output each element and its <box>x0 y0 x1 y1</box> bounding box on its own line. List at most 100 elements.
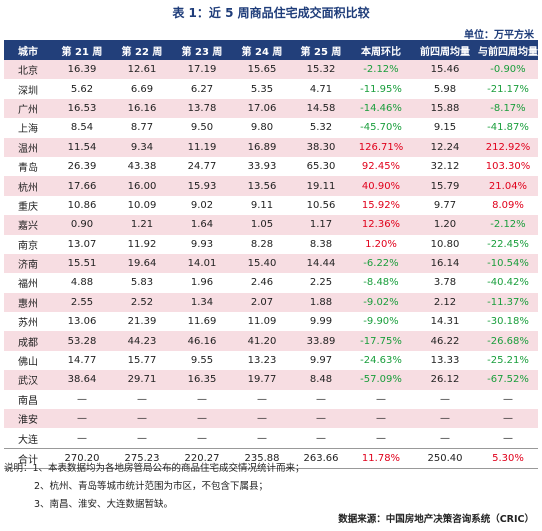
table-cell: -57.09% <box>350 370 412 390</box>
table-cell: 10.56 <box>292 195 350 216</box>
table-cell: 1.17 <box>292 215 350 235</box>
table-cell: 9.34 <box>112 137 172 157</box>
table-cell: 4.88 <box>52 273 112 293</box>
col-header-week23: 第 23 周 <box>172 40 232 60</box>
table-cell: 33.89 <box>292 331 350 351</box>
table-cell: — <box>478 389 538 410</box>
table-cell: 15.32 <box>292 60 350 80</box>
table-cell: — <box>172 389 232 410</box>
table-row: 青岛 26.39 43.38 24.77 33.93 65.30 92.45% 32.12 10… <box>4 156 538 177</box>
table-cell: — <box>292 409 350 429</box>
table-row: 上海 8.54 8.77 9.50 9.80 5.32 -45.70% 9.15 -41.87% <box>4 118 538 138</box>
table-cell: — <box>478 409 538 429</box>
col-header-wow: 本周环比 <box>350 40 412 60</box>
table-cell: -45.70% <box>350 118 412 138</box>
col-header-week22: 第 22 周 <box>112 40 172 60</box>
table-cell: 9.55 <box>172 350 232 371</box>
table-cell: 16.35 <box>172 370 232 390</box>
table-cell: 15.79 <box>412 176 478 196</box>
table-cell: 9.99 <box>292 312 350 332</box>
table-cell: 8.38 <box>292 234 350 254</box>
col-header-week24: 第 24 周 <box>232 40 292 60</box>
city-cell: 重庆 <box>4 195 52 216</box>
city-cell: 济南 <box>4 253 52 274</box>
table-cell: 15.93 <box>172 176 232 196</box>
table-cell: -17.75% <box>350 331 412 351</box>
table-cell: — <box>112 409 172 429</box>
table-cell: -30.18% <box>478 312 538 332</box>
table-cell: 270.20 <box>52 447 112 470</box>
table-cell: 263.66 <box>292 447 350 470</box>
city-cell: 青岛 <box>4 156 52 177</box>
table-cell: 1.21 <box>112 215 172 235</box>
table-cell: 24.77 <box>172 156 232 177</box>
table-cell: 8.48 <box>292 370 350 390</box>
city-cell: 杭州 <box>4 176 52 196</box>
table-cell: 38.30 <box>292 137 350 157</box>
table-cell: -26.68% <box>478 331 538 351</box>
table-cell: -22.45% <box>478 234 538 254</box>
table-cell: -25.21% <box>478 350 538 371</box>
table-cell: 15.92% <box>350 195 412 216</box>
table-cell: -24.63% <box>350 350 412 371</box>
table-cell: 9.15 <box>412 118 478 138</box>
table-cell: -0.90% <box>478 60 538 80</box>
table-row: 惠州 2.55 2.52 1.34 2.07 1.88 -9.02% 2.12 -11.37% <box>4 292 538 313</box>
table-cell: 275.23 <box>112 447 172 470</box>
table-cell: 13.78 <box>172 98 232 119</box>
table-row: 武汉 38.64 29.71 16.35 19.77 8.48 -57.09% 26.12 -6… <box>4 370 538 390</box>
table-cell: 5.83 <box>112 273 172 293</box>
table-cell: -10.54% <box>478 253 538 274</box>
col-header-city: 城市 <box>4 40 52 60</box>
table-row: 福州 4.88 5.83 1.96 2.46 2.25 -8.48% 3.78 -40.42% <box>4 273 538 293</box>
table-cell: — <box>412 428 478 449</box>
table-cell: 43.38 <box>112 156 172 177</box>
table-cell: 13.56 <box>232 176 292 196</box>
table-cell: 8.09% <box>478 195 538 216</box>
table-row: 南昌 — — — — — — — — <box>4 389 538 410</box>
city-cell: 南京 <box>4 234 52 254</box>
table-cell: -40.42% <box>478 273 538 293</box>
table-cell: — <box>232 389 292 410</box>
table-cell: — <box>232 409 292 429</box>
table-row: 苏州 13.06 21.39 11.69 11.09 9.99 -9.90% 14.31 -30… <box>4 312 538 332</box>
table-cell: 2.46 <box>232 273 292 293</box>
table-cell: 5.30% <box>478 447 538 470</box>
table-cell: 4.71 <box>292 79 350 99</box>
table-cell: 1.05 <box>232 215 292 235</box>
table-cell: 16.53 <box>52 98 112 119</box>
table-cell: 13.23 <box>232 350 292 371</box>
table-cell: 29.71 <box>112 370 172 390</box>
table-row: 杭州 17.66 16.00 15.93 13.56 19.11 40.90% 15.79 21… <box>4 176 538 196</box>
table-cell: 1.64 <box>172 215 232 235</box>
city-cell: 广州 <box>4 98 52 119</box>
table-cell: -9.02% <box>350 292 412 313</box>
table-cell: 46.22 <box>412 331 478 351</box>
table-row: 北京 16.39 12.61 17.19 15.65 15.32 -2.12% 15.46 -0… <box>4 60 538 80</box>
table-cell: 14.58 <box>292 98 350 119</box>
table-cell: — <box>52 389 112 410</box>
table-cell: 65.30 <box>292 156 350 177</box>
table-row: 温州 11.54 9.34 11.19 16.89 38.30 126.71% 12.24 21… <box>4 137 538 157</box>
table-cell: — <box>412 389 478 410</box>
table-row: 重庆 10.86 10.09 9.02 9.11 10.56 15.92% 9.77 8.09% <box>4 195 538 216</box>
city-cell: 淮安 <box>4 409 52 429</box>
table-cell: 13.33 <box>412 350 478 371</box>
city-cell: 佛山 <box>4 350 52 371</box>
city-cell: 南昌 <box>4 389 52 410</box>
table-cell: 3.78 <box>412 273 478 293</box>
table-cell: 14.44 <box>292 253 350 274</box>
table-cell: -67.52% <box>478 370 538 390</box>
table-cell: 14.77 <box>52 350 112 371</box>
table-cell: — <box>478 428 538 449</box>
note-3: 3、南昌、淮安、大连数据暂缺。 <box>34 499 174 510</box>
table-cell: 11.92 <box>112 234 172 254</box>
table-row: 深圳 5.62 6.69 6.27 5.35 4.71 -11.95% 5.98 -21.17% <box>4 79 538 99</box>
table-cell: 15.88 <box>412 98 478 119</box>
col-header-vs-4wk-avg: 与前四周均量比 <box>478 40 538 60</box>
table-cell: 5.98 <box>412 79 478 99</box>
table-cell: 40.90% <box>350 176 412 196</box>
table-cell: 17.06 <box>232 98 292 119</box>
table-cell: 44.23 <box>112 331 172 351</box>
table-cell: -14.46% <box>350 98 412 119</box>
